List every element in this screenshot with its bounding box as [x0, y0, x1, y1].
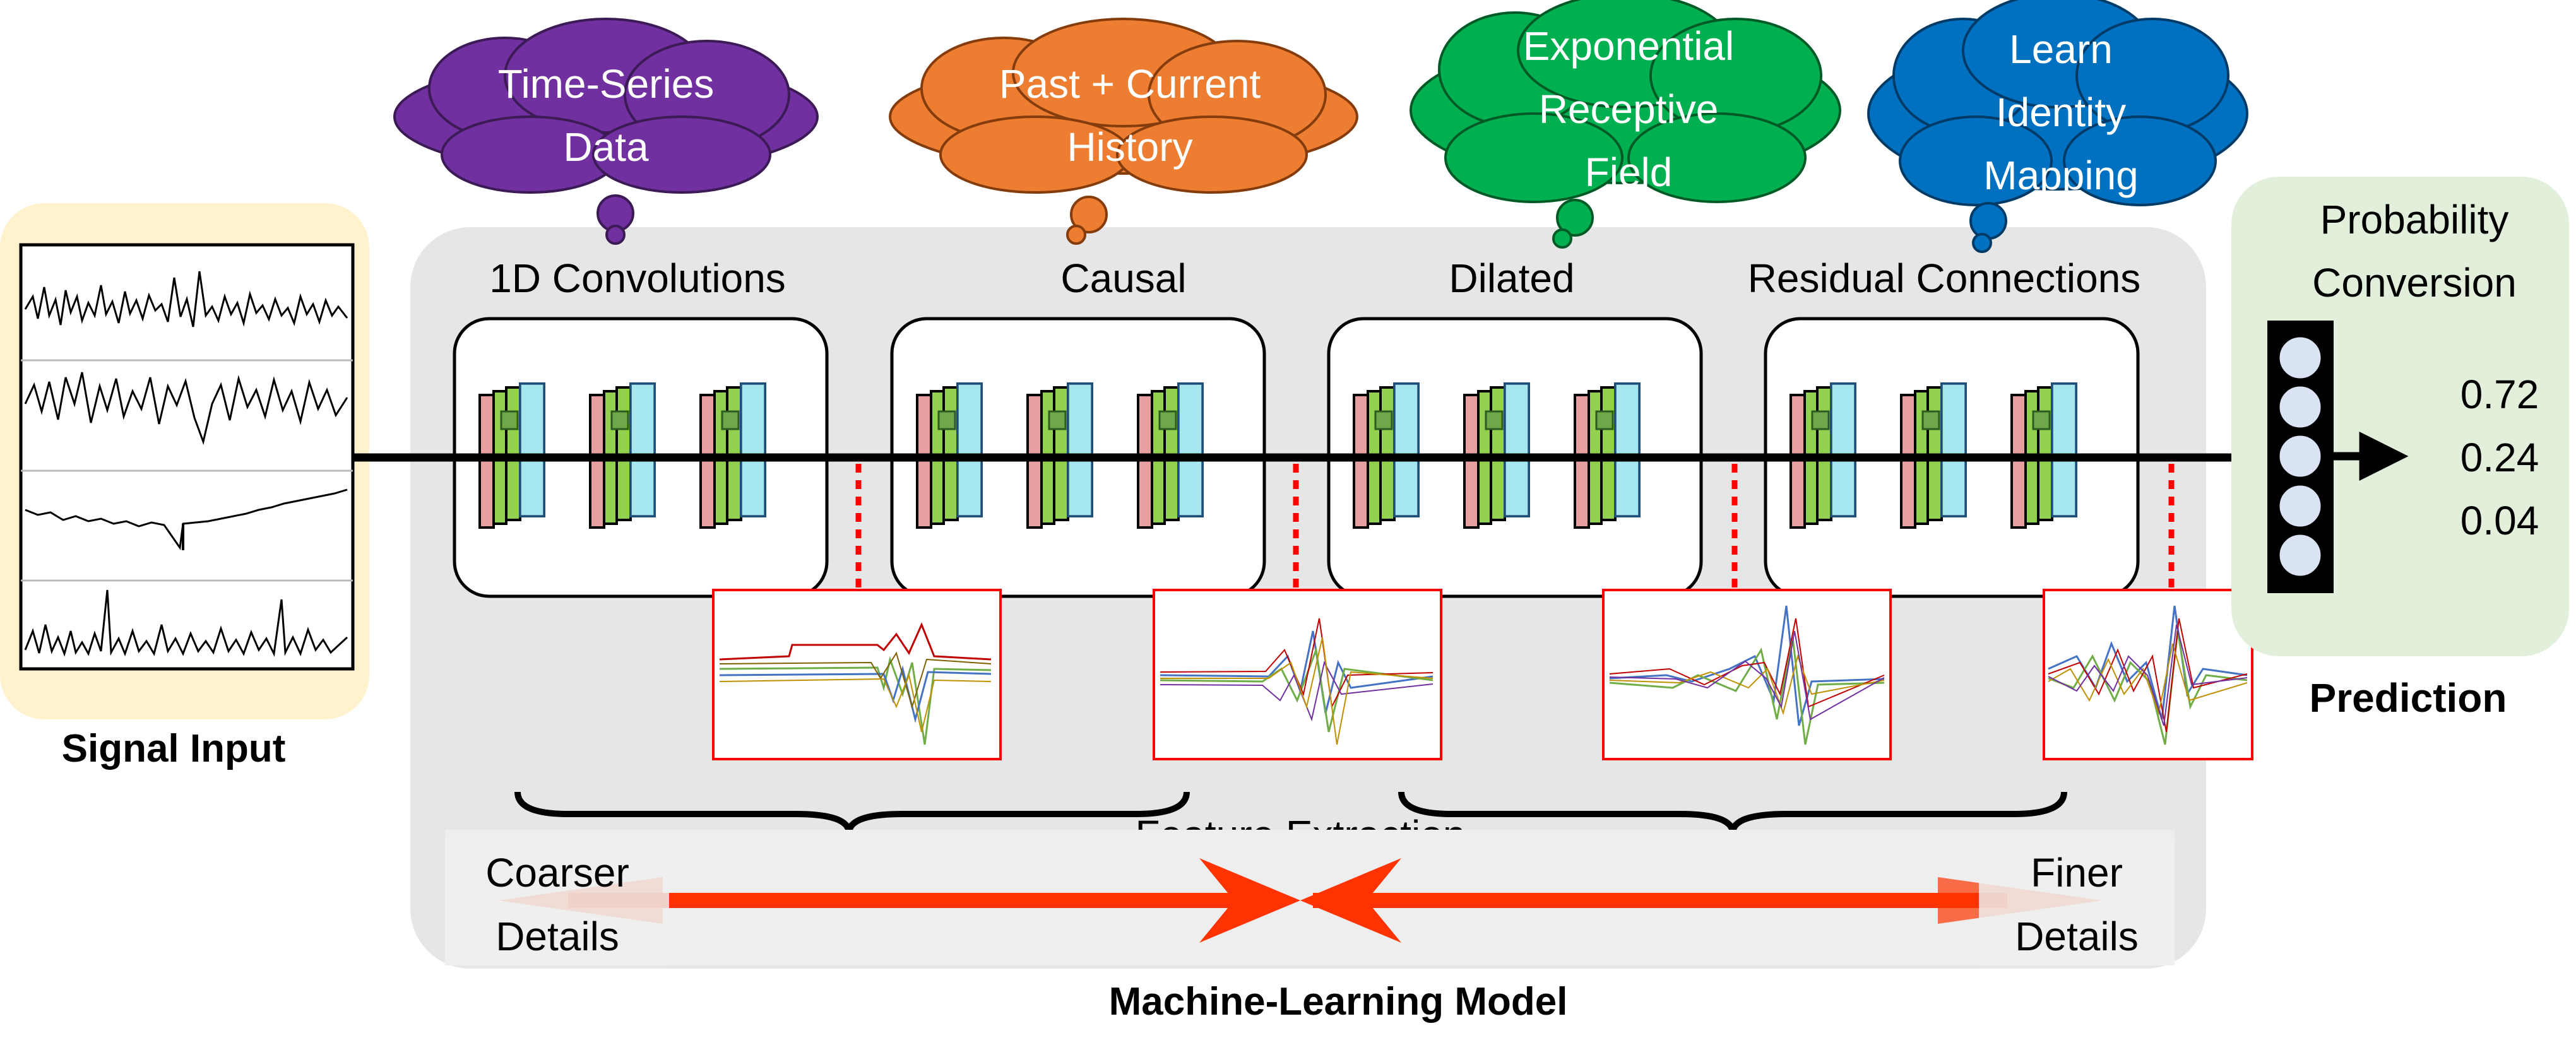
- block-label-dilated: Dilated: [1449, 256, 1574, 301]
- scale-left-line-1: Coarser: [485, 850, 629, 895]
- model-label: Machine-Learning Model: [1109, 980, 1568, 1023]
- prediction-label: Prediction: [2310, 675, 2507, 721]
- cloud-2-line-2: History: [1067, 124, 1192, 170]
- prediction-value-1: 0.72: [2460, 372, 2539, 417]
- signal-trace-4: [24, 589, 348, 657]
- thought-cloud-identity: [1867, 0, 2248, 253]
- signal-input-panel: [0, 203, 369, 719]
- scale-right-line-2: Details: [2015, 914, 2139, 959]
- scale-right-line-1: Finer: [2031, 850, 2123, 895]
- cloud-2-line-1: Past + Current: [999, 61, 1261, 107]
- cloud-4-line-3: Mapping: [1983, 153, 2139, 198]
- signal-input-label: Signal Input: [62, 727, 286, 770]
- cloud-3-line-1: Exponential: [1523, 23, 1734, 69]
- cloud-texts: Time-Series Data Past + Current History …: [498, 23, 2139, 198]
- feature-plot-1: [712, 589, 1002, 760]
- prediction-value-3: 0.04: [2460, 498, 2539, 543]
- cloud-3-line-2: Receptive: [1539, 86, 1719, 132]
- block-label-1d-convolutions: 1D Convolutions: [489, 256, 786, 301]
- feature-plot-3: [1602, 589, 1892, 760]
- thought-cloud-past-current: [889, 18, 1358, 245]
- prediction-title-line-1: Probability: [2320, 197, 2509, 242]
- block-label-causal: Causal: [1060, 256, 1186, 301]
- cloud-3-line-3: Field: [1585, 150, 1673, 195]
- signal-trace-1: [24, 271, 348, 327]
- feature-plot-2: [1153, 589, 1442, 760]
- signal-trace-2: [24, 372, 348, 445]
- scale-left-line-2: Details: [496, 914, 619, 959]
- feature-connectors: [855, 464, 2175, 590]
- cloud-1-line-2: Data: [563, 124, 649, 170]
- prediction-value-2: 0.24: [2460, 435, 2539, 480]
- cloud-4-line-2: Identity: [1996, 90, 2126, 135]
- thought-cloud-time-series: [393, 18, 819, 245]
- thought-cloud-exponential: [1410, 0, 1841, 249]
- cloud-1-line-1: Time-Series: [498, 61, 715, 107]
- feature-plot-4: [2043, 589, 2253, 760]
- output-neurons: [2267, 321, 2334, 593]
- cloud-4-line-1: Learn: [2009, 27, 2113, 72]
- block-label-residual-connections: Residual Connections: [1748, 256, 2141, 301]
- prediction-title-line-2: Conversion: [2312, 260, 2517, 305]
